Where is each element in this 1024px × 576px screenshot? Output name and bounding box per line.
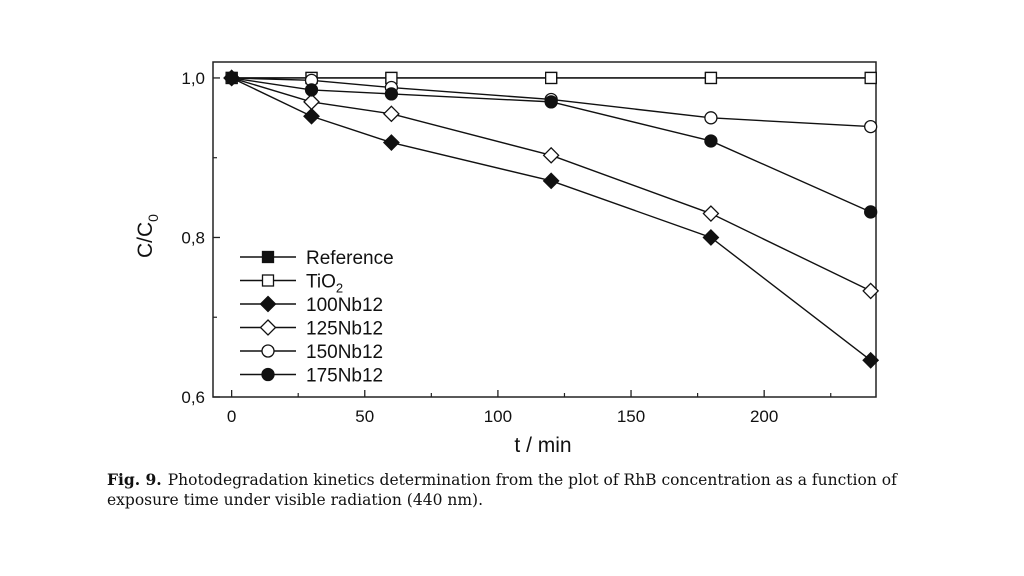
figure-caption: Fig. 9. Photodegradation kinetics determi… [107, 470, 927, 510]
series-line [231, 77, 872, 361]
data-point [704, 111, 718, 125]
data-point [704, 134, 718, 148]
legend-marker [261, 367, 275, 382]
data-point [542, 172, 560, 190]
x-tick-label: 0 [227, 407, 236, 426]
chart: 0 50 100 150 200 0,6 0,8 1,0 Reference TiO2100Nb1… [134, 61, 880, 457]
y-tick-label: 1,0 [181, 69, 205, 88]
legend-label: TiO2 [306, 272, 343, 296]
series-175nb12 [224, 71, 878, 219]
data-point [545, 71, 558, 85]
data-point [382, 105, 400, 123]
plot-frame [212, 61, 877, 398]
legend-marker [259, 295, 277, 313]
legend-label: 175Nb12 [306, 366, 383, 387]
plot-area: 0 50 100 150 200 0,6 0,8 1,0 Reference TiO2100Nb1… [181, 61, 880, 426]
y-tick-label: 0,6 [181, 388, 205, 407]
series-line [231, 77, 871, 292]
data-point [864, 205, 878, 219]
legend-label: Reference [306, 248, 394, 269]
legend-marker [261, 250, 275, 264]
y-tick-label: 0,8 [181, 228, 205, 247]
legend-marker [261, 344, 275, 358]
legend-marker [261, 274, 275, 287]
data-point [702, 229, 720, 246]
data-point [384, 87, 399, 101]
x-tick-label: 100 [484, 407, 512, 426]
data-point [704, 71, 718, 85]
caption-text: Photodegradation kinetics determination … [107, 471, 897, 509]
x-tick-label: 200 [750, 407, 778, 426]
data-point [862, 351, 880, 369]
data-point [224, 71, 239, 85]
data-point [864, 71, 877, 85]
series-125nb12 [223, 69, 880, 300]
data-point [702, 205, 720, 222]
legend-label: 100Nb12 [306, 295, 383, 316]
legend-label-main: TiO [306, 272, 336, 293]
data-point [303, 93, 320, 111]
caption-label: Fig. 9. [107, 470, 162, 489]
series-line [231, 77, 871, 213]
data-point [382, 134, 400, 151]
data-point [862, 282, 880, 300]
legend-label-subscript: 2 [336, 281, 343, 296]
series-line [231, 77, 871, 128]
data-point [303, 107, 320, 125]
data-point [542, 146, 560, 164]
data-point [864, 119, 878, 134]
legend-label: 125Nb12 [306, 319, 383, 340]
legend-label: 150Nb12 [306, 342, 383, 363]
y-axis-label: C/C0 [134, 214, 161, 258]
legend-marker [259, 319, 277, 336]
data-point [304, 83, 319, 97]
y-axis-label-subscript: 0 [145, 214, 161, 222]
x-tick-label: 50 [355, 407, 374, 426]
data-point [544, 95, 558, 109]
x-tick-label: 150 [617, 407, 645, 426]
x-axis-label: t / min [514, 434, 571, 457]
